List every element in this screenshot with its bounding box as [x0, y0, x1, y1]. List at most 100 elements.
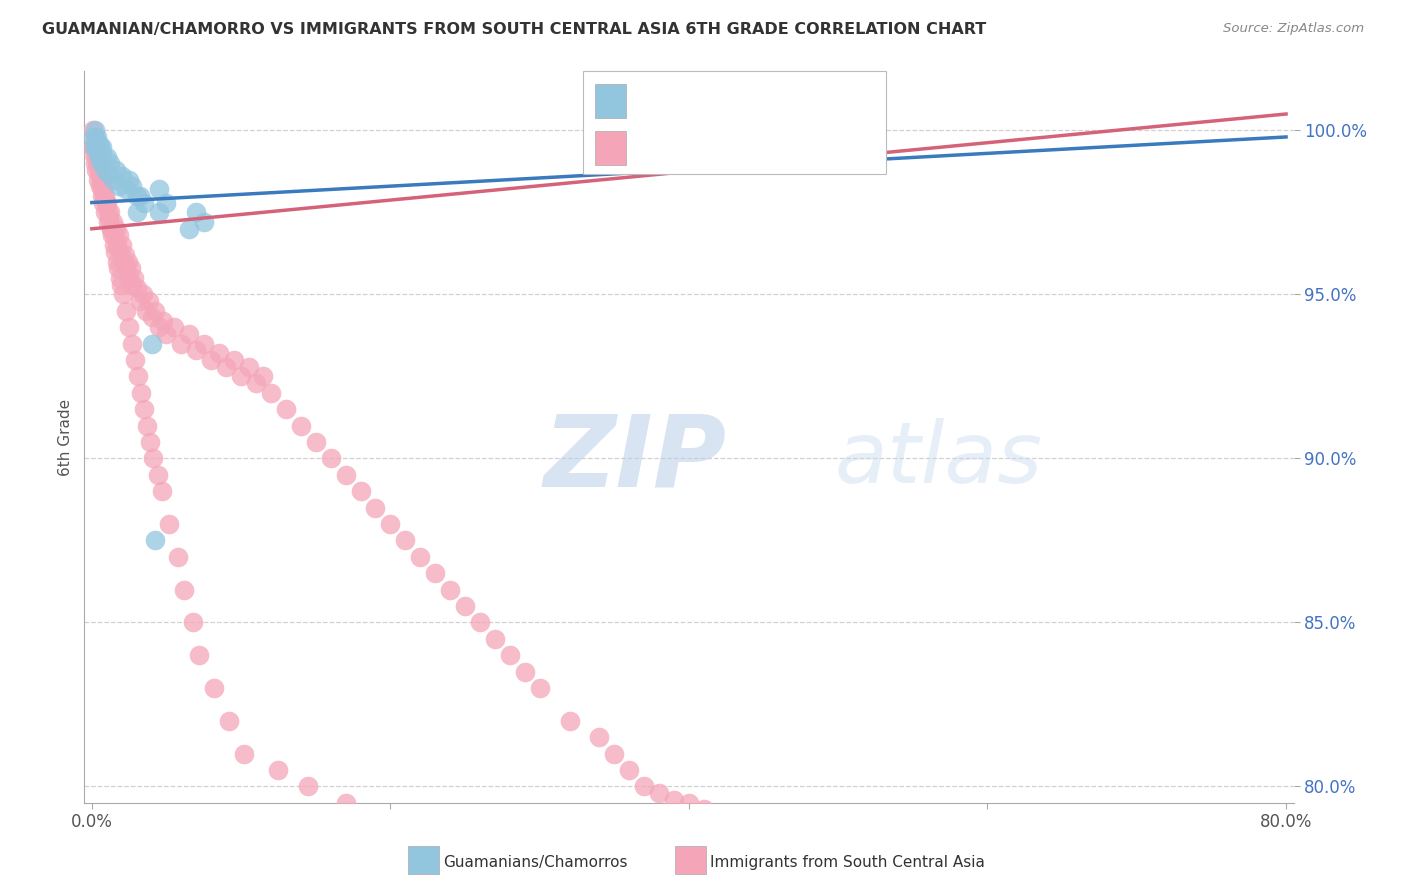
Point — [152, 313, 174, 327]
Point — [84, 133, 107, 147]
Point — [115, 261, 138, 276]
Point — [104, 244, 127, 259]
Point — [335, 796, 357, 810]
Point — [208, 346, 231, 360]
Point — [218, 714, 240, 728]
Point — [335, 467, 357, 482]
Point — [96, 195, 118, 210]
Point — [111, 287, 134, 301]
Point — [135, 303, 157, 318]
Point — [141, 310, 163, 325]
Point — [148, 205, 170, 219]
Point — [118, 172, 141, 186]
Point — [83, 140, 105, 154]
Point — [107, 228, 129, 243]
Point — [91, 140, 114, 154]
Point — [380, 516, 402, 531]
Point — [619, 763, 641, 777]
Point — [394, 533, 416, 548]
Point — [155, 326, 177, 341]
Point — [87, 172, 110, 186]
Point — [159, 516, 181, 531]
Point — [148, 320, 170, 334]
Point — [105, 238, 128, 252]
Point — [91, 172, 114, 186]
Point — [752, 829, 775, 843]
Point — [640, 878, 662, 892]
Point — [229, 369, 252, 384]
Point — [148, 182, 170, 196]
Point — [558, 714, 581, 728]
Point — [98, 205, 121, 219]
Point — [186, 343, 208, 358]
Point — [112, 254, 135, 268]
Point — [98, 156, 121, 170]
Point — [87, 156, 110, 170]
Point — [188, 648, 211, 663]
Point — [101, 215, 124, 229]
Point — [105, 254, 128, 268]
Point — [141, 336, 163, 351]
Point — [90, 172, 112, 186]
Point — [118, 320, 141, 334]
Point — [97, 215, 120, 229]
Point — [215, 359, 238, 374]
Point — [155, 195, 177, 210]
Point — [143, 533, 166, 548]
Point — [111, 169, 134, 184]
Text: R =  0.431   N =  140: R = 0.431 N = 140 — [634, 125, 844, 143]
Point — [173, 582, 195, 597]
Point — [89, 162, 111, 177]
Point — [121, 277, 143, 292]
Point — [124, 353, 146, 368]
Point — [200, 353, 222, 368]
Point — [87, 136, 110, 151]
Point — [125, 281, 148, 295]
Text: GUAMANIAN/CHAMORRO VS IMMIGRANTS FROM SOUTH CENTRAL ASIA 6TH GRADE CORRELATION C: GUAMANIAN/CHAMORRO VS IMMIGRANTS FROM SO… — [42, 22, 987, 37]
Point — [93, 189, 115, 203]
Point — [222, 353, 245, 368]
Point — [91, 195, 114, 210]
Point — [139, 435, 162, 450]
Point — [513, 665, 536, 679]
Point — [529, 681, 551, 695]
Point — [125, 189, 148, 203]
Point — [662, 792, 685, 806]
Point — [177, 326, 200, 341]
Point — [117, 254, 139, 268]
Point — [707, 809, 730, 823]
Point — [484, 632, 506, 646]
Point — [111, 238, 134, 252]
Point — [693, 802, 716, 816]
Point — [499, 648, 522, 663]
Point — [86, 146, 108, 161]
Point — [177, 222, 200, 236]
Point — [468, 615, 491, 630]
Point — [83, 140, 105, 154]
Point — [89, 179, 111, 194]
Point — [506, 845, 529, 859]
Point — [108, 244, 131, 259]
Point — [132, 402, 155, 417]
Point — [146, 467, 169, 482]
Point — [163, 320, 186, 334]
Point — [86, 130, 108, 145]
Point — [121, 179, 143, 194]
Point — [83, 123, 105, 137]
Point — [103, 228, 125, 243]
Point — [138, 293, 160, 308]
Point — [108, 271, 131, 285]
Point — [267, 763, 290, 777]
Point — [128, 293, 150, 308]
Point — [97, 205, 120, 219]
Text: Source: ZipAtlas.com: Source: ZipAtlas.com — [1223, 22, 1364, 36]
Point — [87, 146, 110, 161]
Point — [110, 277, 132, 292]
Point — [90, 189, 112, 203]
Point — [129, 385, 152, 400]
Point — [104, 162, 127, 177]
Point — [122, 271, 145, 285]
Point — [93, 179, 115, 194]
Point — [90, 156, 112, 170]
Point — [238, 359, 260, 374]
